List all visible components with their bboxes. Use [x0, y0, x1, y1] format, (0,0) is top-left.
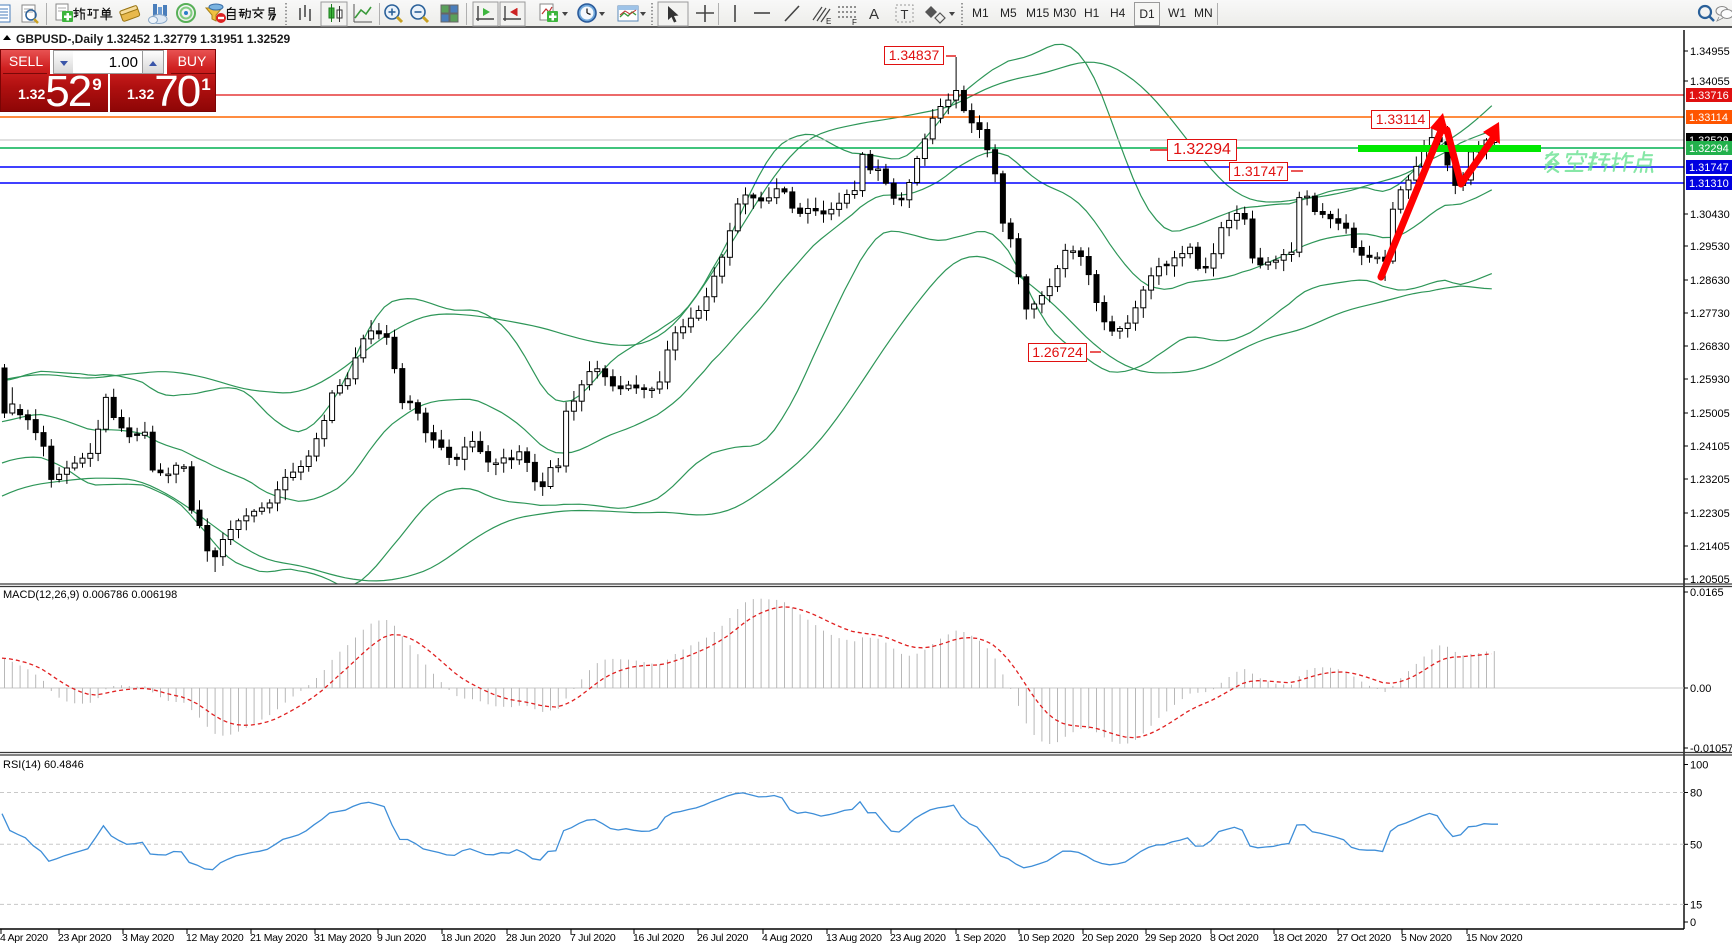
svg-text:F: F [852, 18, 857, 27]
svg-text:21 May 2020: 21 May 2020 [250, 932, 308, 944]
svg-text:MACD(12,26,9) 0.006786 0.00619: MACD(12,26,9) 0.006786 0.006198 [3, 589, 177, 601]
svg-text:15 Nov 2020: 15 Nov 2020 [1466, 932, 1523, 944]
svg-text:1.34055: 1.34055 [1690, 76, 1730, 88]
svg-text:1.33716: 1.33716 [1689, 90, 1729, 102]
svg-text:T: T [901, 7, 909, 22]
svg-text:12 May 2020: 12 May 2020 [186, 932, 244, 944]
svg-text:27 Oct 2020: 27 Oct 2020 [1337, 932, 1391, 944]
svg-text:23 Apr 2020: 23 Apr 2020 [58, 932, 112, 944]
svg-text:1.31747: 1.31747 [1689, 162, 1729, 174]
svg-text:1.29530: 1.29530 [1690, 241, 1730, 253]
svg-text:8 Oct 2020: 8 Oct 2020 [1210, 932, 1259, 944]
svg-text:GBPUSD-,Daily 1.32452 1.32779: GBPUSD-,Daily 1.32452 1.32779 1.31951 1.… [16, 32, 291, 46]
svg-text:18 Jun 2020: 18 Jun 2020 [441, 932, 496, 944]
svg-text:1.23205: 1.23205 [1690, 474, 1730, 486]
svg-text:1.33114: 1.33114 [1689, 112, 1728, 124]
svg-text:7 Jul 2020: 7 Jul 2020 [570, 932, 616, 944]
svg-text:3 May 2020: 3 May 2020 [122, 932, 174, 944]
svg-text:1.28630: 1.28630 [1690, 275, 1730, 287]
svg-text:4 Aug 2020: 4 Aug 2020 [762, 932, 813, 944]
svg-text:26 Jul 2020: 26 Jul 2020 [697, 932, 748, 944]
svg-text:E: E [826, 17, 831, 26]
svg-text:10 Sep 2020: 10 Sep 2020 [1018, 932, 1075, 944]
svg-text:80: 80 [1690, 788, 1702, 800]
svg-text:13 Aug 2020: 13 Aug 2020 [826, 932, 882, 944]
svg-text:0: 0 [1690, 917, 1696, 929]
svg-text:1 Sep 2020: 1 Sep 2020 [955, 932, 1006, 944]
svg-text:1.32294: 1.32294 [1689, 143, 1729, 155]
svg-text:1.26830: 1.26830 [1690, 341, 1730, 353]
svg-text:RSI(14) 60.4846: RSI(14) 60.4846 [3, 759, 84, 771]
svg-text:0.00: 0.00 [1690, 683, 1711, 695]
svg-text:1.34955: 1.34955 [1690, 46, 1730, 58]
svg-text:4 Apr 2020: 4 Apr 2020 [0, 932, 48, 944]
svg-text:0.0165: 0.0165 [1690, 587, 1724, 599]
svg-text:5 Nov 2020: 5 Nov 2020 [1401, 932, 1452, 944]
svg-text:1.31310: 1.31310 [1689, 178, 1729, 190]
svg-text:18 Oct 2020: 18 Oct 2020 [1273, 932, 1327, 944]
svg-text:1.27730: 1.27730 [1690, 308, 1730, 320]
svg-text:50: 50 [1690, 839, 1702, 851]
svg-text:23 Aug 2020: 23 Aug 2020 [890, 932, 946, 944]
svg-text:9 Jun 2020: 9 Jun 2020 [377, 932, 426, 944]
svg-text:20 Sep 2020: 20 Sep 2020 [1082, 932, 1139, 944]
svg-text:1.24105: 1.24105 [1690, 441, 1730, 453]
svg-text:1.30430: 1.30430 [1690, 209, 1730, 221]
svg-text:29 Sep 2020: 29 Sep 2020 [1145, 932, 1202, 944]
svg-text:1.20505: 1.20505 [1690, 574, 1730, 586]
svg-text:1.21405: 1.21405 [1690, 541, 1730, 553]
svg-text:100: 100 [1690, 760, 1708, 772]
svg-text:A: A [869, 6, 879, 23]
svg-text:1.22305: 1.22305 [1690, 508, 1730, 520]
svg-text:1.25005: 1.25005 [1690, 408, 1730, 420]
svg-text:16 Jul 2020: 16 Jul 2020 [633, 932, 684, 944]
svg-text:15: 15 [1690, 899, 1702, 911]
svg-text:28 Jun 2020: 28 Jun 2020 [506, 932, 561, 944]
svg-text:31 May 2020: 31 May 2020 [314, 932, 372, 944]
svg-text:1.25930: 1.25930 [1690, 374, 1730, 386]
